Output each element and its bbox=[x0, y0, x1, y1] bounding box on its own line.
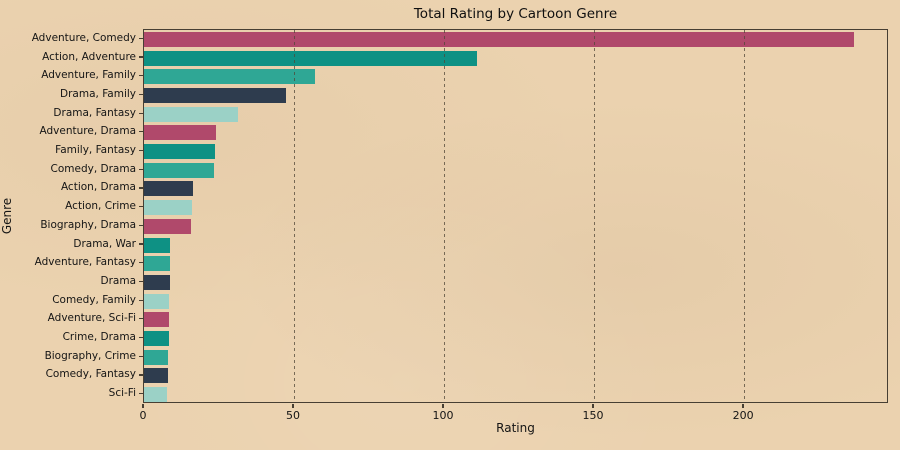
plot-area bbox=[143, 29, 888, 403]
ytick-label: Adventure, Comedy bbox=[31, 31, 136, 44]
ytick-label: Drama bbox=[100, 274, 137, 287]
ytick-mark bbox=[139, 262, 143, 264]
gridline-x-100 bbox=[443, 30, 445, 402]
xtick-label: 150 bbox=[582, 409, 604, 422]
ytick-label: Adventure, Drama bbox=[39, 125, 136, 138]
bar-action-adventure bbox=[144, 50, 478, 66]
ytick-mark bbox=[139, 336, 143, 339]
ytick-label: Family, Fantasy bbox=[55, 144, 136, 157]
ytick-mark bbox=[139, 355, 143, 357]
gridline-x-50 bbox=[293, 30, 295, 402]
ytick-mark bbox=[139, 318, 143, 320]
ytick-label: Adventure, Sci-Fi bbox=[47, 312, 136, 325]
bar-action-drama bbox=[144, 181, 193, 197]
xtick-mark bbox=[442, 404, 444, 408]
xtick-mark bbox=[142, 404, 144, 408]
ytick-mark bbox=[139, 243, 143, 245]
ytick-label: Action, Adventure bbox=[42, 50, 136, 63]
ytick-mark bbox=[139, 299, 143, 301]
ytick-mark bbox=[139, 75, 143, 77]
ytick-label: Adventure, Fantasy bbox=[34, 256, 136, 269]
bar-sci-fi bbox=[144, 387, 168, 403]
bar-family-fantasy bbox=[144, 144, 216, 160]
ytick-label: Drama, War bbox=[73, 237, 136, 250]
ytick-label: Action, Drama bbox=[60, 181, 136, 194]
gridline-x-150 bbox=[593, 30, 595, 402]
ytick-mark bbox=[139, 168, 143, 170]
bar-action-crime bbox=[144, 200, 192, 216]
xtick-mark bbox=[592, 404, 594, 408]
xtick-mark bbox=[742, 404, 744, 408]
bar-crime-drama bbox=[144, 331, 169, 347]
bar-drama-fantasy bbox=[144, 106, 239, 122]
ytick-mark bbox=[139, 37, 143, 39]
x-axis-label: Rating bbox=[496, 421, 535, 435]
ytick-label: Biography, Crime bbox=[44, 349, 136, 362]
ytick-mark bbox=[139, 149, 143, 152]
gridline-x-200 bbox=[743, 30, 745, 402]
bar-drama-family bbox=[144, 87, 286, 103]
bar-drama-war bbox=[144, 237, 171, 253]
ytick-label: Drama, Fantasy bbox=[53, 106, 136, 119]
bar-adventure-sci-fi bbox=[144, 312, 169, 328]
ytick-mark bbox=[139, 56, 143, 58]
bar-biography-crime bbox=[144, 349, 169, 365]
ytick-mark bbox=[139, 93, 143, 96]
ytick-label: Comedy, Fantasy bbox=[45, 368, 136, 381]
ytick-mark bbox=[139, 206, 143, 208]
xtick-label: 50 bbox=[286, 409, 301, 422]
ytick-label: Drama, Family bbox=[60, 87, 136, 100]
ytick-mark bbox=[139, 280, 143, 283]
xtick-label: 200 bbox=[732, 409, 754, 422]
ytick-mark bbox=[139, 393, 143, 395]
xtick-label: 100 bbox=[432, 409, 454, 422]
ytick-label: Action, Crime bbox=[65, 200, 136, 213]
bar-adventure-comedy bbox=[144, 31, 854, 47]
ytick-label: Comedy, Family bbox=[52, 293, 136, 306]
ytick-mark bbox=[139, 187, 143, 189]
bar-adventure-family bbox=[144, 69, 316, 85]
bar-adventure-fantasy bbox=[144, 256, 170, 272]
ytick-label: Adventure, Family bbox=[41, 69, 136, 82]
chart-title: Total Rating by Cartoon Genre bbox=[413, 6, 618, 22]
ytick-label: Biography, Drama bbox=[40, 218, 136, 231]
ytick-mark bbox=[139, 374, 143, 376]
ytick-label: Comedy, Drama bbox=[50, 162, 137, 175]
xtick-label: 0 bbox=[139, 409, 147, 422]
ytick-mark bbox=[139, 224, 143, 226]
bar-comedy-fantasy bbox=[144, 368, 168, 384]
ytick-label: Sci-Fi bbox=[108, 387, 136, 400]
bar-biography-drama bbox=[144, 218, 192, 234]
ytick-label: Crime, Drama bbox=[62, 331, 136, 344]
bar-comedy-drama bbox=[144, 162, 215, 178]
xtick-mark bbox=[292, 404, 294, 408]
bar-drama bbox=[144, 274, 170, 290]
bar-adventure-drama bbox=[144, 125, 216, 141]
ytick-mark bbox=[139, 112, 143, 114]
bar-comedy-family bbox=[144, 293, 170, 309]
ytick-mark bbox=[139, 131, 143, 133]
